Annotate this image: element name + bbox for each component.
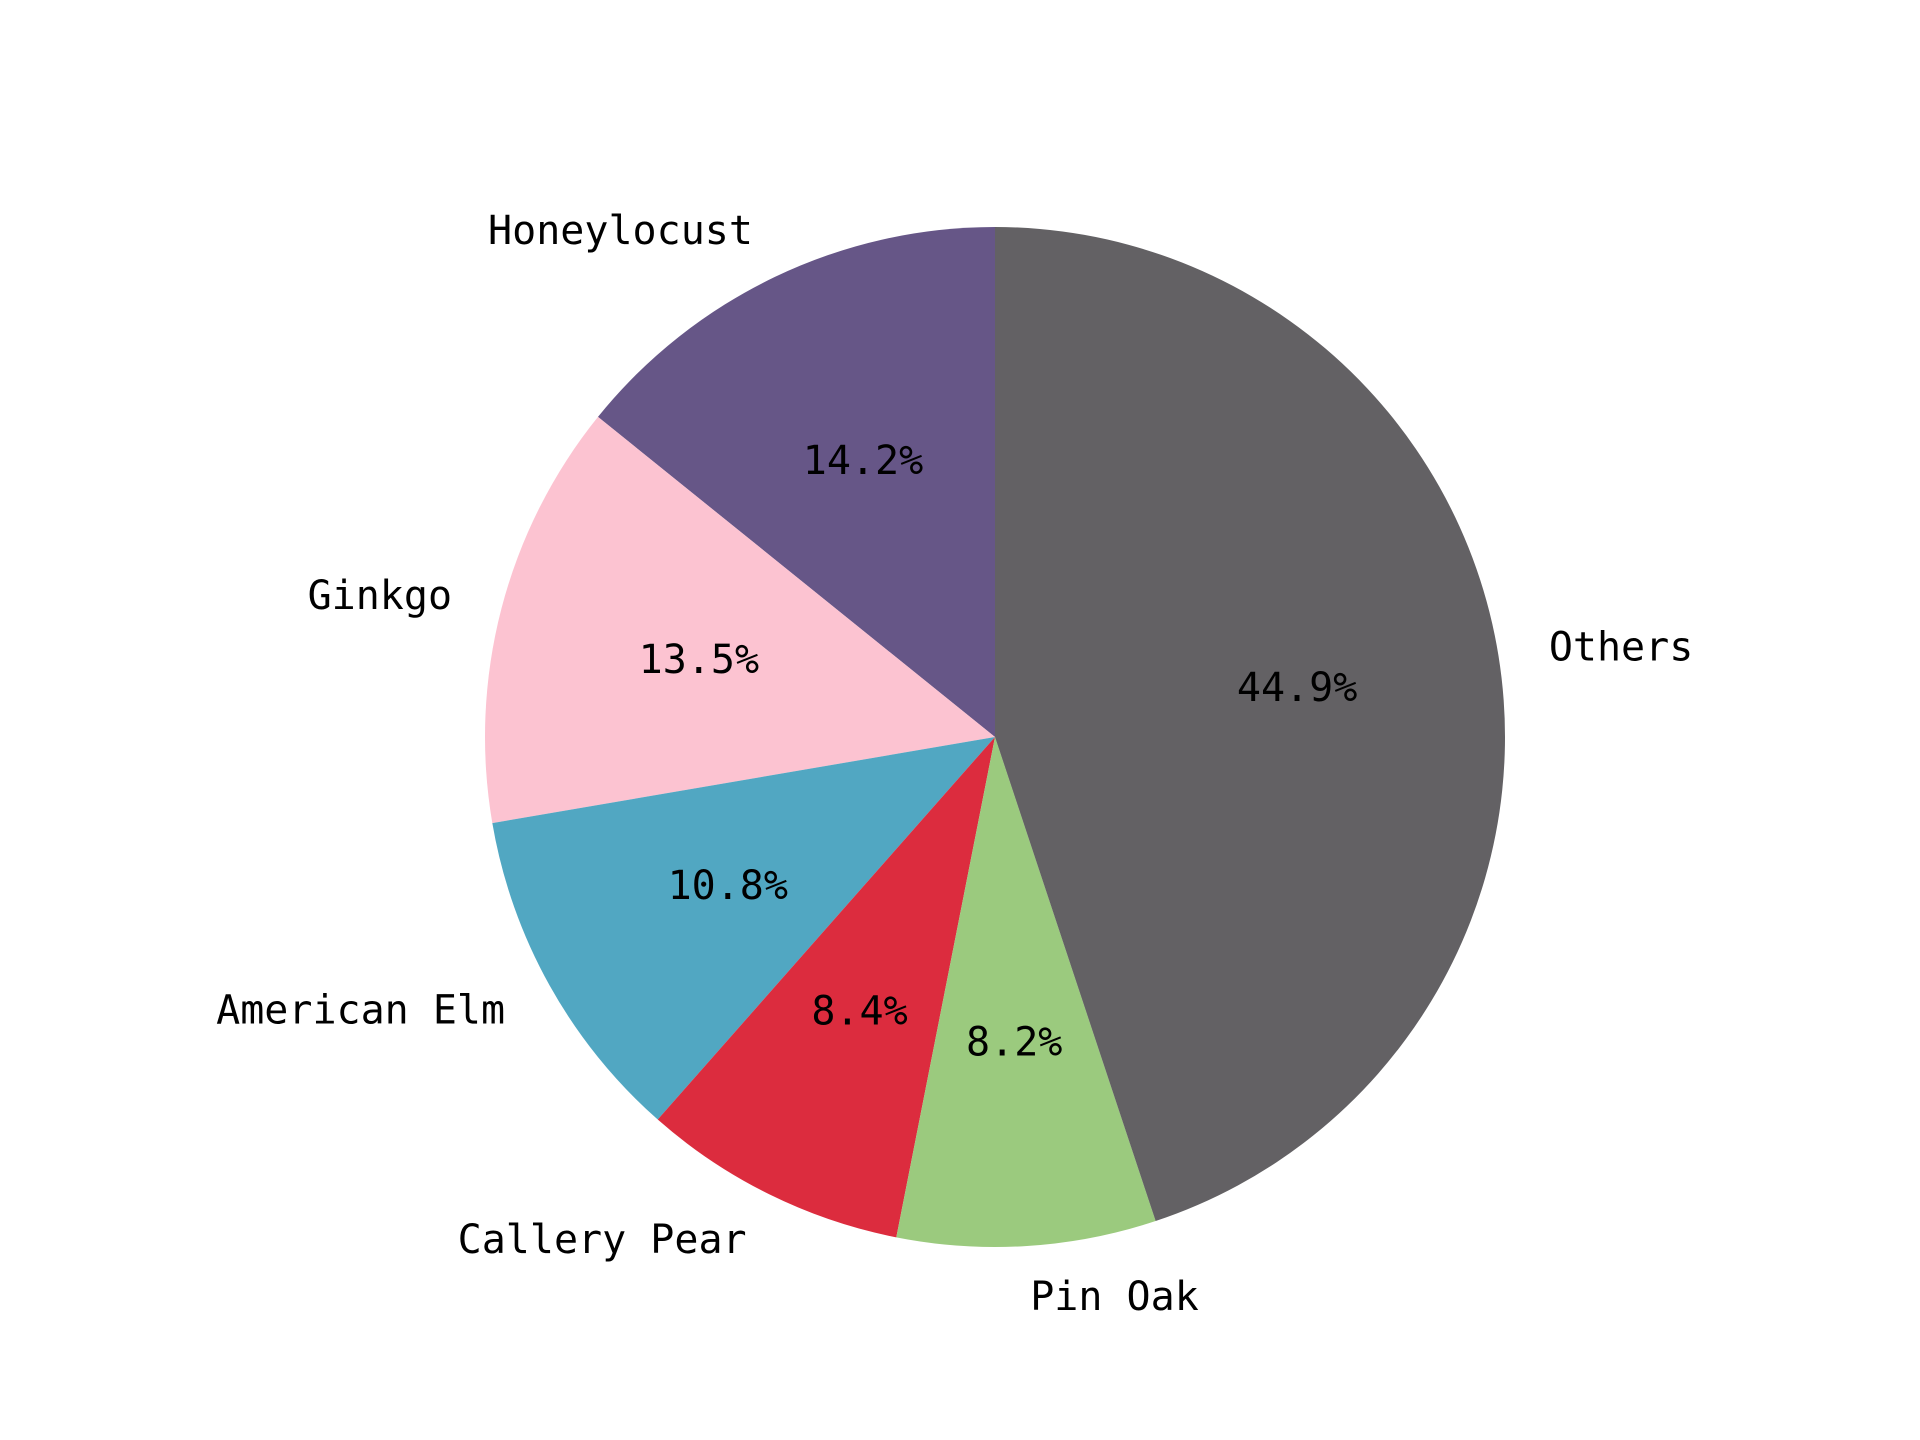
- pct-label-ginkgo: 13.5%: [639, 637, 759, 683]
- slice-pin-oak: [896, 737, 1156, 1248]
- pie-slices: [485, 227, 1506, 1248]
- slice-others: [995, 227, 1506, 1222]
- label-american-elm: American Elm: [216, 987, 505, 1033]
- slice-honeylocust: [597, 227, 995, 737]
- slice-callery-pear: [657, 737, 995, 1238]
- label-ginkgo: Ginkgo: [308, 573, 453, 619]
- pct-label-honeylocust: 14.2%: [803, 438, 923, 484]
- pct-label-callery-pear: 8.4%: [811, 988, 907, 1034]
- pct-label-american-elm: 10.8%: [668, 863, 788, 909]
- pct-label-others: 44.9%: [1237, 665, 1357, 711]
- slice-american-elm: [492, 737, 995, 1120]
- pie-labels: Honeylocust 14.2% Ginkgo 13.5% American Elm 1…: [216, 208, 1693, 1320]
- label-honeylocust: Honeylocust: [488, 208, 753, 254]
- label-pin-oak: Pin Oak: [1030, 1274, 1199, 1320]
- slice-ginkgo: [485, 416, 995, 824]
- label-callery-pear: Callery Pear: [458, 1217, 747, 1263]
- pct-label-pin-oak: 8.2%: [966, 1019, 1062, 1065]
- label-others: Others: [1549, 624, 1694, 670]
